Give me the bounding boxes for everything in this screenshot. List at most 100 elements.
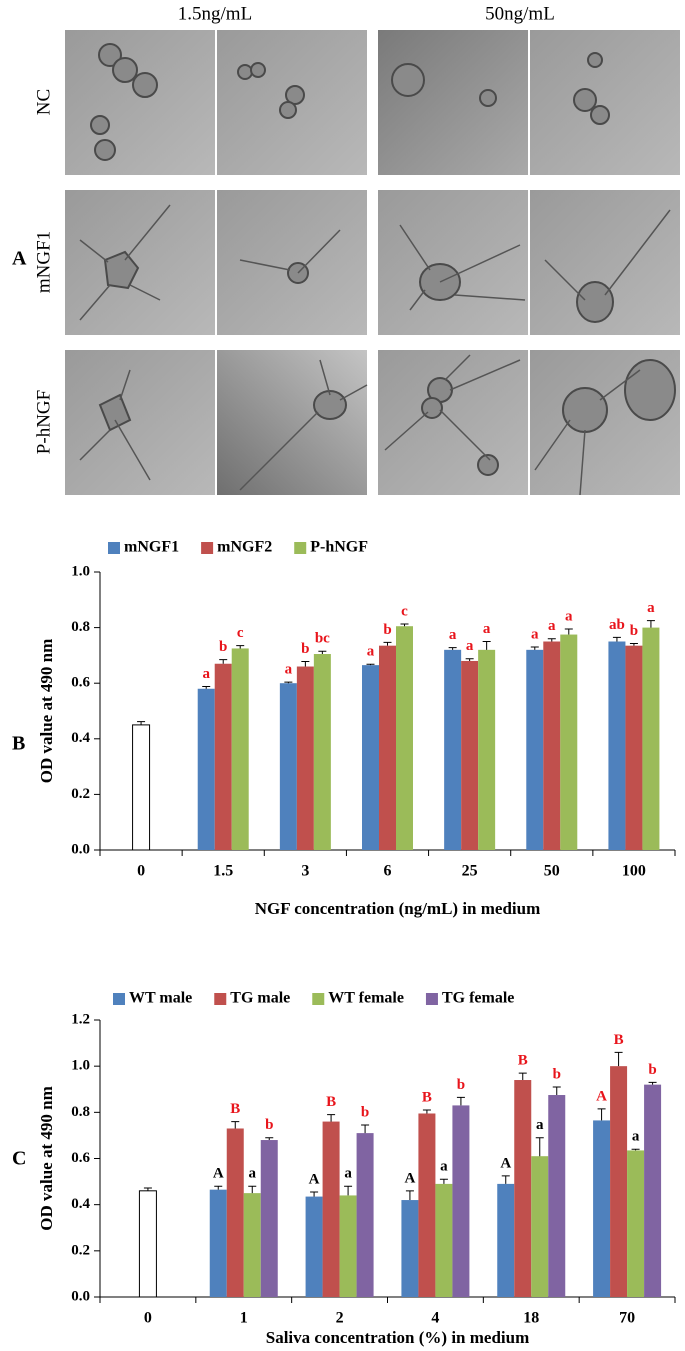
x-tick-label: 1 xyxy=(240,1310,248,1327)
significance-label: B xyxy=(326,1094,336,1110)
significance-label: b xyxy=(301,641,309,657)
significance-label: A xyxy=(309,1171,320,1187)
significance-label: a xyxy=(440,1159,448,1175)
error-bar xyxy=(344,1185,353,1196)
bar xyxy=(478,649,496,850)
error-bar xyxy=(383,641,392,646)
significance-label: a xyxy=(249,1166,257,1182)
bar xyxy=(543,641,561,850)
panel-label: C xyxy=(12,1148,26,1170)
significance-label: b xyxy=(219,639,227,655)
error-bar xyxy=(422,1109,431,1114)
x-tick-label: 50 xyxy=(544,863,560,880)
bar xyxy=(313,654,331,850)
significance-label: a xyxy=(531,626,539,642)
legend-label: P-hNGF xyxy=(310,539,368,556)
significance-label: c xyxy=(401,603,408,619)
error-bar xyxy=(219,659,228,664)
legend-label: mNGF2 xyxy=(217,539,272,556)
x-tick-label: 4 xyxy=(431,1310,439,1327)
y-tick-label: 0.2 xyxy=(71,786,90,802)
y-tick-label: 0.6 xyxy=(71,1150,90,1166)
y-axis-label: OD value at 490 nm xyxy=(37,639,56,784)
significance-label: b xyxy=(457,1077,465,1093)
error-bar xyxy=(547,638,556,642)
error-bar xyxy=(231,1121,240,1129)
y-tick-label: 0.8 xyxy=(71,1104,90,1120)
bar xyxy=(531,1156,549,1297)
panel-label: A xyxy=(12,248,27,270)
error-bar xyxy=(614,1051,623,1067)
bar xyxy=(226,1128,244,1297)
error-bar xyxy=(284,681,293,684)
significance-label: b xyxy=(553,1066,561,1082)
bar xyxy=(435,1183,453,1297)
significance-label: a xyxy=(367,644,375,660)
bar xyxy=(401,1200,419,1297)
y-tick-label: 0.2 xyxy=(71,1242,90,1258)
bar xyxy=(243,1193,261,1297)
bar xyxy=(461,660,479,850)
legend-label: TG male xyxy=(230,990,290,1007)
neurites xyxy=(79,204,671,496)
bar xyxy=(644,1084,662,1297)
bar xyxy=(593,1120,611,1297)
error-bar xyxy=(456,1096,465,1106)
legend-swatch xyxy=(294,542,307,554)
significance-label: b xyxy=(630,623,638,639)
x-tick-label: 3 xyxy=(301,863,309,880)
legend-label: WT female xyxy=(328,990,404,1007)
bar xyxy=(444,649,462,850)
legend-swatch xyxy=(425,993,438,1005)
x-tick-label: 0 xyxy=(144,1310,152,1327)
significance-label: B xyxy=(422,1089,432,1105)
y-tick-label: 1.2 xyxy=(71,1011,90,1027)
error-bar xyxy=(361,1124,370,1134)
panel-label: B xyxy=(12,733,25,755)
bar xyxy=(418,1113,436,1297)
bar xyxy=(548,1095,566,1297)
bar xyxy=(132,724,151,851)
significance-label: A xyxy=(404,1170,415,1186)
error-bar xyxy=(535,1137,544,1157)
x-tick-label: 6 xyxy=(384,863,392,880)
error-bar xyxy=(448,647,457,650)
bar xyxy=(362,665,379,850)
significance-label: A xyxy=(500,1155,511,1171)
legend-label: mNGF1 xyxy=(124,539,179,556)
error-bar xyxy=(648,1081,657,1085)
bar xyxy=(214,663,232,850)
y-tick-label: 0.6 xyxy=(71,675,90,691)
significance-label: a xyxy=(548,618,556,634)
error-bar xyxy=(400,623,409,627)
error-bar xyxy=(631,1148,640,1151)
x-tick-label: 100 xyxy=(622,863,646,880)
error-bar xyxy=(143,1187,152,1191)
bar xyxy=(608,641,626,850)
bar xyxy=(497,1183,515,1297)
bar xyxy=(452,1105,470,1297)
error-bar xyxy=(301,661,310,667)
significance-label: a xyxy=(285,662,293,678)
bar xyxy=(627,1150,645,1297)
bar xyxy=(642,627,660,850)
significance-label: b xyxy=(361,1104,369,1120)
bar xyxy=(396,626,413,850)
significance-label: a xyxy=(466,638,474,654)
x-tick-label: 0 xyxy=(137,863,145,880)
y-axis-label: OD value at 490 nm xyxy=(37,1086,56,1231)
y-tick-label: 0.4 xyxy=(71,1196,90,1212)
significance-label: ab xyxy=(609,617,625,633)
error-bar xyxy=(597,1108,606,1121)
bar xyxy=(296,666,314,850)
bar xyxy=(514,1080,532,1297)
error-bar xyxy=(202,686,211,689)
bar xyxy=(339,1195,357,1297)
significance-label: A xyxy=(213,1166,224,1182)
error-bar xyxy=(318,650,327,655)
error-bar xyxy=(265,1137,274,1141)
legend-swatch xyxy=(214,993,227,1005)
x-tick-label: 70 xyxy=(619,1310,635,1327)
significance-label: a xyxy=(632,1129,640,1145)
error-bar xyxy=(405,1190,414,1201)
